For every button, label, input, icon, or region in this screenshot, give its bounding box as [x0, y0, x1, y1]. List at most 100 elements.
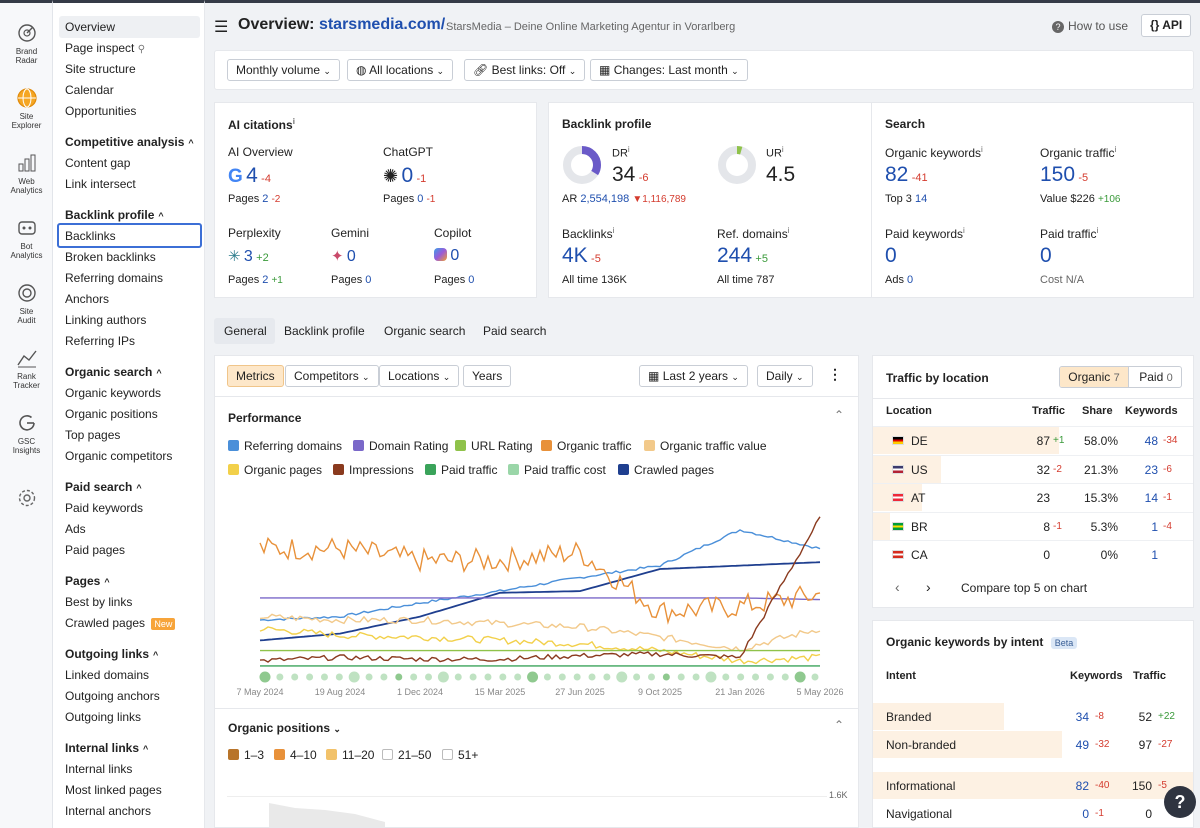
pages-value[interactable]: 0 [417, 193, 424, 205]
more-options-icon[interactable]: ⋮ [828, 366, 842, 382]
info-icon[interactable]: i [292, 117, 295, 126]
annotation-marker[interactable] [633, 673, 641, 681]
menu-site-structure[interactable]: Site structure [65, 62, 136, 76]
menu-crawled-pages[interactable]: Crawled pages New [65, 616, 176, 630]
tab-organic-search[interactable]: Organic search [384, 324, 466, 338]
annotation-marker[interactable] [781, 673, 789, 681]
performance-chart[interactable]: 7 May 2024 19 Aug 2024 1 Dec 2024 15 Mar 20… [225, 496, 850, 701]
annotation-marker[interactable] [410, 673, 418, 681]
locations-chart-dropdown[interactable]: Locations ⌄ [379, 365, 460, 387]
metrics-button[interactable]: Metrics [227, 365, 284, 387]
menu-internal-anchors[interactable]: Internal anchors [65, 804, 152, 818]
perplexity-metric[interactable]: ✳ 3 +2 [228, 247, 269, 266]
location-row[interactable]: BR 8 -1 5.3% 1 -4 [873, 511, 1193, 540]
menu-ads[interactable]: Ads [65, 522, 86, 536]
monthly-volume-dropdown[interactable]: Monthly volume ⌄ [227, 59, 340, 81]
menu-broken-backlinks[interactable]: Broken backlinks [65, 250, 156, 264]
hamburger-icon[interactable]: ☰ [214, 19, 229, 36]
organic-traffic-metric[interactable]: 150 -5 [1040, 163, 1088, 187]
menu-overview[interactable]: Overview [65, 20, 116, 34]
legend-referring-domains[interactable]: Referring domains [228, 439, 342, 453]
menu-most-linked-pages[interactable]: Most linked pages [65, 783, 162, 797]
annotation-marker[interactable] [527, 671, 539, 683]
menu-calendar[interactable]: Calendar [65, 83, 114, 97]
legend-organic-traffic-value[interactable]: Organic traffic value [644, 439, 767, 453]
annotation-marker[interactable] [514, 673, 522, 681]
legend-pos-1-3[interactable]: 1–3 [228, 748, 264, 762]
gemini-metric[interactable]: ✦ 0 [331, 247, 356, 266]
col-intent[interactable]: Intent [886, 670, 916, 682]
interval-dropdown[interactable]: Daily ⌄ [757, 365, 813, 387]
annotation-marker[interactable] [722, 673, 730, 681]
copilot-metric[interactable]: 0 [434, 247, 459, 265]
legend-pos-4-10[interactable]: 4–10 [274, 748, 317, 762]
pages-value[interactable]: 0 [365, 274, 372, 286]
rail-brand-radar[interactable]: Brand Radar [0, 22, 53, 65]
date-range-dropdown[interactable]: ▦ Last 2 years ⌄ [639, 365, 748, 387]
info-icon[interactable]: i [787, 226, 790, 235]
annotation-marker[interactable] [766, 673, 774, 681]
prev-arrow-icon[interactable]: ‹ [895, 579, 900, 595]
intent-row[interactable]: Branded 34 -8 52 +22 [873, 703, 1193, 730]
annotation-marker[interactable] [484, 673, 492, 681]
rail-settings[interactable] [0, 487, 53, 512]
annotation-marker[interactable] [380, 673, 388, 681]
organic-toggle[interactable]: Organic 7 [1060, 367, 1129, 387]
pages-value[interactable]: 2 [262, 193, 269, 205]
annotation-marker[interactable] [616, 671, 628, 683]
rail-site-audit[interactable]: Site Audit [0, 282, 53, 325]
legend-pos-21-50[interactable]: 21–50 [382, 748, 431, 762]
menu-link-intersect[interactable]: Link intersect [65, 177, 136, 191]
menu-outgoing-links[interactable]: Outgoing links [65, 710, 142, 724]
annotation-marker[interactable] [276, 673, 284, 681]
menu-outgoing-anchors[interactable]: Outgoing anchors [65, 689, 160, 703]
annotation-marker[interactable] [558, 673, 566, 681]
paid-traffic-value[interactable]: 0 [1040, 244, 1052, 267]
tab-paid-search[interactable]: Paid search [483, 324, 547, 338]
rail-gsc-insights[interactable]: GSC Insights [0, 412, 53, 455]
compare-top5-link[interactable]: Compare top 5 on chart [961, 581, 1088, 595]
menu-linked-domains[interactable]: Linked domains [65, 668, 150, 682]
legend-crawled-pages[interactable]: Crawled pages [618, 463, 714, 477]
menu-section-pages[interactable]: Pages ^ [65, 574, 110, 588]
locations-dropdown[interactable]: ◍ All locations ⌄ [347, 59, 454, 81]
tab-general[interactable]: General [224, 324, 267, 338]
legend-pos-11-20[interactable]: 11–20 [326, 748, 374, 762]
title-domain[interactable]: starsmedia.com/ [318, 16, 446, 33]
menu-page-inspect[interactable]: Page inspect ⚲ [65, 41, 145, 55]
annotation-marker[interactable] [677, 673, 685, 681]
competitors-dropdown[interactable]: Competitors ⌄ [285, 365, 379, 387]
organic-keywords-metric[interactable]: 82 -41 [885, 163, 928, 187]
menu-section-outgoing[interactable]: Outgoing links ^ [65, 647, 158, 661]
annotation-marker[interactable] [647, 673, 655, 681]
legend-url-rating[interactable]: URL Rating [455, 439, 533, 453]
intent-row[interactable]: Informational 82 -40 150 -5 [873, 772, 1193, 799]
rail-site-explorer[interactable]: Site Explorer [0, 87, 53, 130]
collapse-chevron-icon[interactable]: ⌃ [834, 408, 845, 422]
intent-keywords[interactable]: 0 [1082, 807, 1089, 821]
menu-referring-ips[interactable]: Referring IPs [65, 334, 136, 348]
ai-overview-metric[interactable]: G 4 -4 [228, 164, 271, 188]
keywords-value[interactable]: 14 [1144, 491, 1158, 505]
help-chat-button[interactable]: ? [1164, 786, 1196, 818]
menu-backlinks[interactable]: Backlinks [65, 229, 116, 243]
ref-domains-metric[interactable]: 244 +5 [717, 244, 768, 268]
annotation-marker[interactable] [454, 673, 462, 681]
info-icon[interactable]: i [1114, 145, 1117, 154]
legend-paid-traffic-cost[interactable]: Paid traffic cost [508, 463, 606, 477]
annotation-marker[interactable] [348, 671, 360, 683]
next-arrow-icon[interactable]: › [926, 579, 931, 595]
annotation-marker[interactable] [794, 671, 806, 683]
info-icon[interactable]: i [781, 145, 784, 154]
menu-best-by-links[interactable]: Best by links [65, 595, 133, 609]
menu-paid-keywords[interactable]: Paid keywords [65, 501, 144, 515]
menu-section-paid[interactable]: Paid search ^ [65, 480, 142, 494]
legend-organic-traffic[interactable]: Organic traffic [541, 439, 631, 453]
annotation-marker[interactable] [573, 673, 581, 681]
rail-rank-tracker[interactable]: Rank Tracker [0, 347, 53, 390]
paid-keywords-value[interactable]: 0 [885, 244, 897, 267]
location-row[interactable]: DE 87 +1 58.0% 48 -34 [873, 426, 1193, 454]
annotation-marker[interactable] [499, 673, 507, 681]
years-button[interactable]: Years [463, 365, 512, 387]
api-button[interactable]: {} API [1141, 14, 1192, 37]
